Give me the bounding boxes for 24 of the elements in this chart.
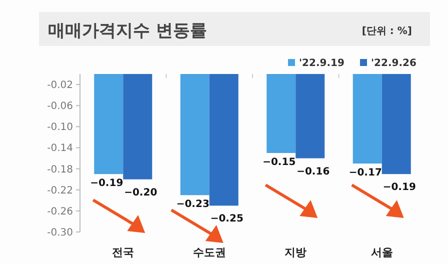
data-label: −0.20 bbox=[124, 187, 158, 198]
y-tick-label: -0.30 bbox=[47, 228, 73, 238]
x-tick-label: 지방 bbox=[284, 246, 307, 259]
legend-label: '22.9.26 bbox=[371, 58, 416, 69]
y-tick-label: -0.18 bbox=[47, 164, 73, 176]
data-label: −0.17 bbox=[348, 168, 382, 179]
y-tick-label: -0.02 bbox=[47, 80, 73, 92]
data-label: −0.25 bbox=[210, 214, 244, 225]
legend-label: '22.9.19 bbox=[299, 58, 344, 69]
chart-title: 매매가격지수 변동률 bbox=[48, 21, 207, 41]
data-label: −0.15 bbox=[262, 157, 296, 168]
y-tick-label: -0.26 bbox=[47, 206, 73, 218]
x-tick-label: 서울 bbox=[370, 246, 393, 259]
chart-subtitle: [단위 : %] bbox=[362, 26, 412, 37]
data-label: −0.23 bbox=[176, 199, 210, 210]
y-tick-label: -0.06 bbox=[47, 101, 73, 112]
data-label: −0.19 bbox=[90, 178, 124, 190]
x-tick-label: 수도권 bbox=[192, 246, 226, 259]
x-tick-label: 전국 bbox=[112, 246, 134, 259]
y-tick-label: -0.22 bbox=[47, 185, 73, 196]
data-label: −0.16 bbox=[296, 166, 330, 178]
y-tick-label: -0.10 bbox=[47, 122, 73, 134]
y-tick-label: -0.14 bbox=[47, 143, 73, 154]
data-label: −0.19 bbox=[382, 182, 416, 194]
